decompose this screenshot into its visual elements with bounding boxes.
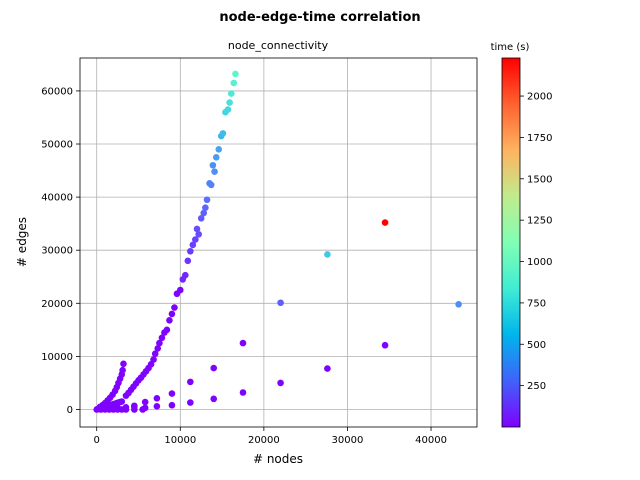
scatter-point — [131, 402, 138, 410]
scatter-point — [232, 70, 239, 78]
scatter-point — [324, 251, 331, 258]
scatter-point — [211, 168, 218, 175]
colorbar-tick-label: 750 — [527, 298, 546, 309]
scatter-point — [193, 225, 201, 233]
scatter-point — [277, 299, 284, 307]
colorbar-tick-label: 1500 — [527, 174, 552, 185]
scatter-point — [163, 326, 171, 334]
scatter-point — [381, 341, 389, 349]
y-tick-label: 40000 — [41, 193, 73, 204]
plot-frame — [79, 57, 478, 428]
colorbar-tick-label: 1000 — [527, 257, 552, 268]
scatter-point — [224, 106, 232, 113]
colorbar-ticks: 250 500 750 1000 1250 1500 1750 2000 — [520, 92, 552, 392]
scatter-point — [182, 271, 189, 279]
scatter-point — [277, 379, 284, 387]
chart-title: node_connectivity — [228, 39, 329, 52]
scatter-point — [215, 146, 223, 153]
colorbar — [501, 57, 521, 428]
scatter-point — [150, 356, 157, 363]
scatter-point — [230, 79, 238, 87]
scatter-point — [227, 90, 235, 97]
colorbar-tick-label: 2000 — [527, 92, 552, 103]
scatter-point — [151, 350, 159, 358]
scatter-point — [119, 366, 126, 374]
figure-suptitle: node-edge-time correlation — [219, 10, 420, 25]
scatter-point — [158, 334, 166, 342]
colorbar-tick-label: 250 — [527, 381, 546, 392]
y-tick-label: 0 — [67, 405, 73, 416]
scatter-point — [153, 402, 161, 410]
grid-layer — [80, 58, 477, 427]
scatter-point — [153, 395, 161, 402]
scatter-point — [176, 286, 184, 294]
scatter-point — [455, 301, 462, 308]
ticks-layer: 0 10000 20000 30000 40000 0 10000 20000 30000 400… — [41, 86, 447, 446]
x-tick-label: 0 — [94, 435, 100, 446]
colorbar-tick-label: 500 — [527, 340, 546, 351]
scatter-point — [154, 345, 162, 352]
x-tick-label: 40000 — [415, 435, 447, 446]
scatter-point — [202, 204, 209, 212]
scatter-point — [226, 99, 233, 106]
scatter-point — [210, 364, 218, 372]
colorbar-tick-label: 1750 — [527, 133, 552, 144]
y-tick-label: 60000 — [41, 86, 73, 97]
scatter-point — [210, 395, 218, 403]
scatter-point — [203, 196, 211, 204]
colorbar-tick-label: 1250 — [527, 216, 552, 227]
scatter-point — [324, 365, 331, 372]
x-tick-label: 20000 — [248, 435, 280, 446]
x-tick-label: 10000 — [164, 435, 196, 446]
scatter-point — [141, 404, 149, 412]
scatter-point — [187, 247, 194, 255]
scatter-point — [187, 378, 194, 386]
y-tick-label: 50000 — [41, 140, 73, 151]
scatter-point — [207, 181, 215, 189]
scatter-point — [200, 209, 207, 217]
scatter-point — [168, 390, 176, 397]
x-tick-label: 30000 — [332, 435, 364, 446]
scatter-point — [168, 310, 176, 318]
scatter-point — [187, 399, 194, 406]
scatter-point — [166, 316, 173, 324]
y-tick-label: 30000 — [41, 246, 73, 257]
scatter-point — [381, 219, 389, 226]
scatter-point — [168, 401, 176, 409]
scatter-point — [171, 304, 178, 311]
y-axis-label: # edges — [15, 217, 29, 267]
scatter-point — [197, 215, 205, 222]
scatter-point — [118, 398, 126, 405]
scatter-point — [114, 404, 121, 412]
scatter-point — [239, 339, 247, 347]
scatter-point — [141, 398, 149, 406]
y-tick-label: 10000 — [41, 352, 73, 363]
scatter-point — [209, 161, 217, 169]
colorbar-title: time (s) — [491, 42, 530, 53]
scatter-point — [189, 241, 197, 249]
scatter-point — [192, 236, 199, 243]
scatter-point — [105, 405, 113, 412]
scatter-point — [219, 130, 227, 137]
scatter-point — [156, 339, 163, 347]
x-axis-label: # nodes — [253, 452, 303, 466]
scatter-point — [195, 230, 202, 238]
scatter-point — [184, 257, 192, 265]
y-tick-label: 20000 — [41, 299, 73, 310]
points-layer — [93, 70, 462, 413]
scatter-point — [212, 153, 220, 161]
scatter-point — [120, 360, 127, 368]
scatter-point — [122, 404, 130, 411]
scatter-point — [239, 389, 247, 396]
